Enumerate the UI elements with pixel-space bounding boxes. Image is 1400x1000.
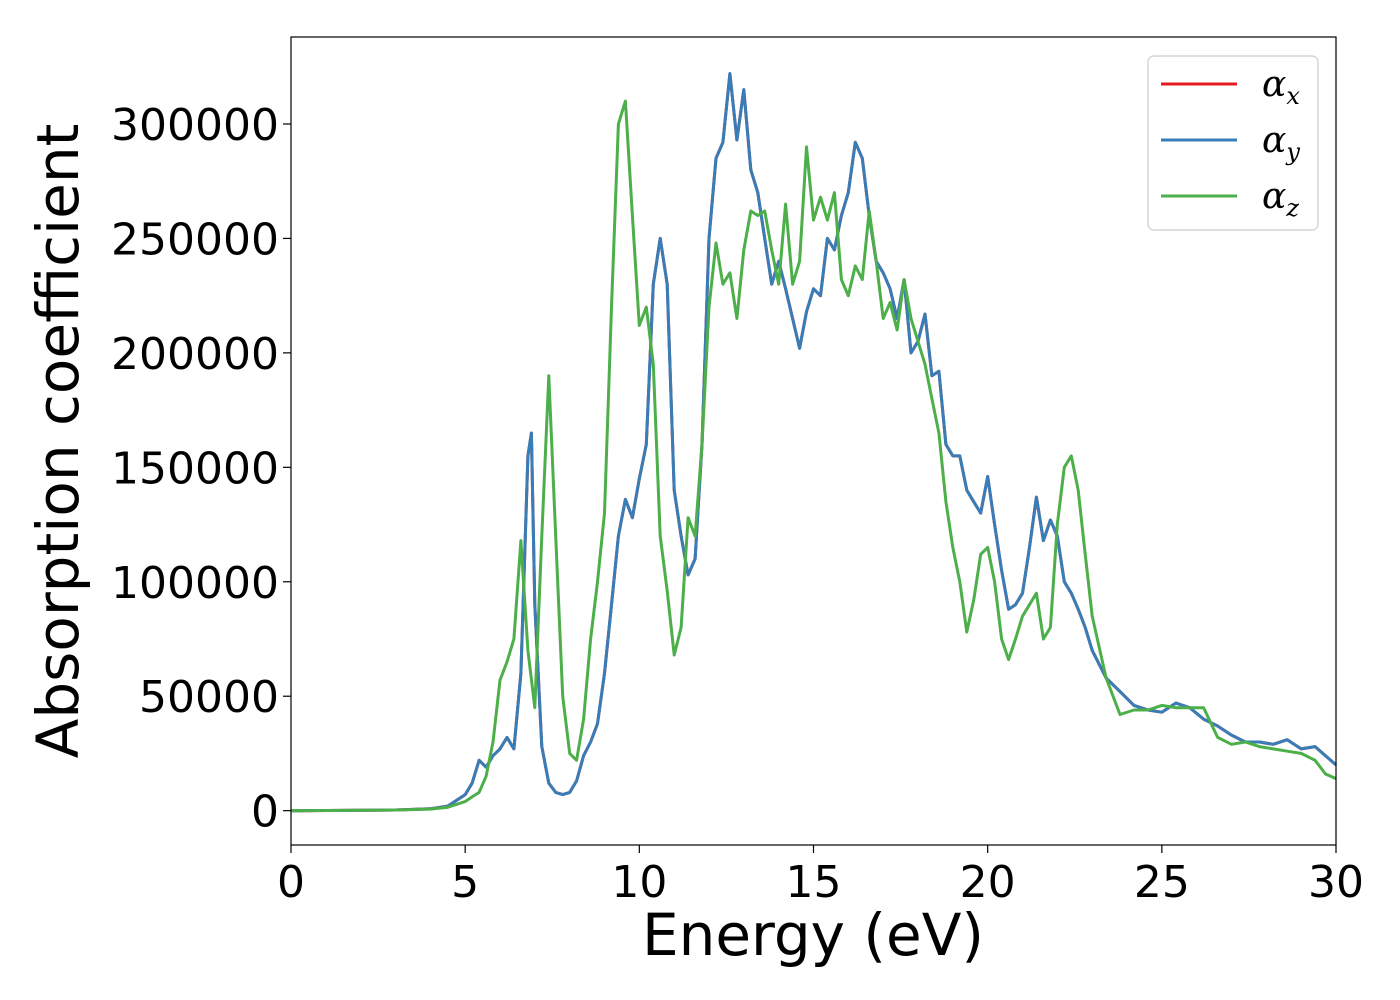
x-tick-label: 5 bbox=[451, 857, 479, 908]
legend-label-x: αx bbox=[1262, 64, 1300, 110]
x-tick-label: 15 bbox=[786, 857, 842, 908]
x-axis: 0 5 10 15 20 25 30 bbox=[277, 845, 1364, 908]
x-tick-label: 20 bbox=[960, 857, 1016, 908]
legend-label-y: αy bbox=[1262, 120, 1300, 166]
y-tick-label: 150000 bbox=[111, 443, 279, 494]
legend-frame bbox=[1147, 55, 1319, 231]
plot-lines bbox=[290, 72, 1337, 813]
legend-label-z: αz bbox=[1262, 176, 1299, 222]
y-tick-label: 100000 bbox=[111, 558, 279, 609]
x-tick-label: 25 bbox=[1134, 857, 1190, 908]
y-axis: 0 50000 100000 150000 200000 250000 300000 bbox=[111, 100, 291, 838]
x-tick-label: 10 bbox=[611, 857, 667, 908]
x-tick-label: 30 bbox=[1308, 857, 1364, 908]
series-line-y bbox=[290, 72, 1337, 813]
x-axis-label: Energy (eV) bbox=[642, 901, 984, 969]
y-axis-label: Absorption coefficient bbox=[24, 124, 92, 759]
y-tick-label: 250000 bbox=[111, 214, 279, 265]
series-line-z bbox=[290, 99, 1337, 813]
legend: αx αy αz bbox=[1147, 55, 1319, 231]
y-tick-label: 200000 bbox=[111, 329, 279, 380]
y-tick-label: 300000 bbox=[111, 100, 279, 151]
y-tick-label: 50000 bbox=[139, 672, 279, 723]
y-tick-label: 0 bbox=[251, 787, 279, 838]
x-tick-label: 0 bbox=[277, 857, 305, 908]
